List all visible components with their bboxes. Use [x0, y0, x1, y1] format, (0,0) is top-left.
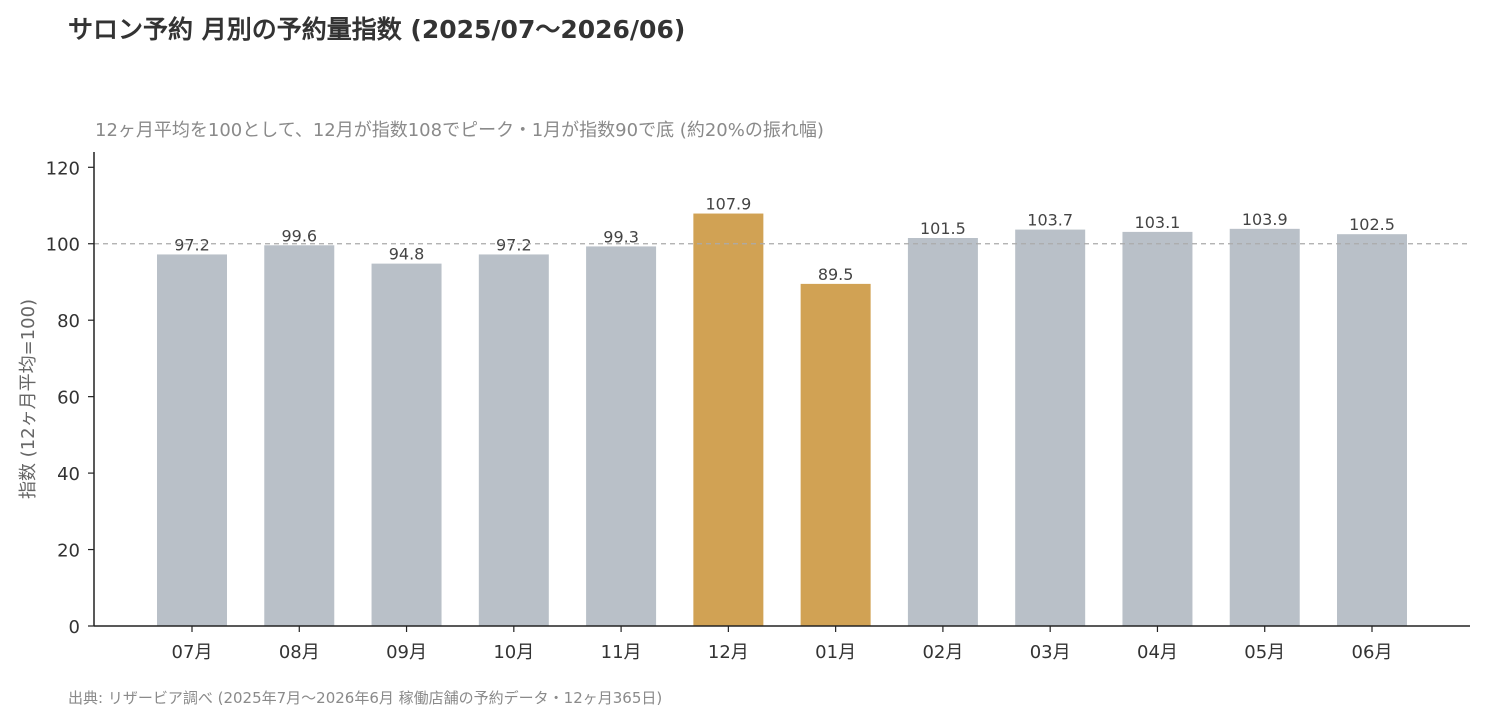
y-tick-label: 20: [57, 541, 80, 562]
bar-value-label: 101.5: [920, 219, 966, 238]
x-tick-label: 02月: [922, 642, 963, 663]
bar-01月: [800, 283, 871, 626]
bar-value-label: 97.2: [174, 235, 210, 254]
bar-07月: [157, 254, 227, 626]
x-tick-label: 04月: [1137, 642, 1178, 663]
y-axis-label: 指数 (12ヶ月平均=100): [18, 299, 39, 499]
bar-value-label: 97.2: [496, 235, 532, 254]
bar-10月: [478, 254, 549, 626]
y-tick-label: 80: [57, 311, 80, 332]
bar-value-label: 102.5: [1349, 215, 1395, 234]
bar-value-label: 103.1: [1135, 213, 1181, 232]
x-tick-label: 05月: [1244, 642, 1285, 663]
bar-12月: [693, 213, 764, 626]
y-tick-label: 40: [57, 464, 80, 485]
y-tick-label: 120: [46, 158, 80, 179]
bar-value-label: 94.8: [389, 245, 425, 264]
x-tick-label: 01月: [815, 642, 856, 663]
bar-value-labels: 97.2 99.6 94.8 97.2 99.3 107.9 89.5 101.5 103.7 1…: [94, 195, 1470, 284]
x-tick-label: 12月: [708, 642, 749, 663]
x-tick-label: 09月: [386, 642, 427, 663]
x-tick-label: 06月: [1352, 642, 1393, 663]
bar-value-label: 99.3: [603, 227, 639, 246]
bar-value-label: 99.6: [281, 226, 317, 245]
bars: [157, 213, 1407, 627]
bar-05月: [1229, 228, 1300, 627]
chart-title: サロン予約 月別の予約量指数 (2025/07〜2026/06): [68, 15, 686, 44]
x-tick-label: 08月: [279, 642, 320, 663]
y-tick-label: 100: [46, 235, 80, 256]
bar-08月: [264, 245, 335, 626]
bar-09月: [371, 263, 442, 626]
chart-subtitle: 12ヶ月平均を100として、12月が指数108でピーク・1月が指数90で底 (約…: [95, 120, 824, 141]
bar-value-label: 103.9: [1242, 210, 1288, 229]
x-tick-label: 07月: [172, 642, 213, 663]
y-tick-label: 60: [57, 388, 80, 409]
axes: 0 20 40 60 80 100 120 07月 08月 09月 10月 11月 12月 01月 02月 0…: [46, 152, 1470, 663]
bar-04月: [1122, 231, 1193, 626]
bar-06月: [1337, 234, 1407, 626]
bar-value-label: 103.7: [1027, 211, 1073, 230]
x-tick-label: 10月: [493, 642, 534, 663]
source-note: 出典: リザービア調べ (2025年7月〜2026年6月 稼働店舗の予約データ・…: [68, 689, 663, 707]
y-tick-label: 0: [69, 617, 80, 638]
bar-03月: [1015, 229, 1086, 626]
bar-02月: [907, 238, 978, 627]
bar-11月: [586, 246, 657, 627]
bar-value-label: 89.5: [818, 265, 854, 284]
bar-value-label: 107.9: [705, 195, 751, 214]
x-tick-label: 03月: [1030, 642, 1071, 663]
x-tick-label: 11月: [601, 642, 642, 663]
